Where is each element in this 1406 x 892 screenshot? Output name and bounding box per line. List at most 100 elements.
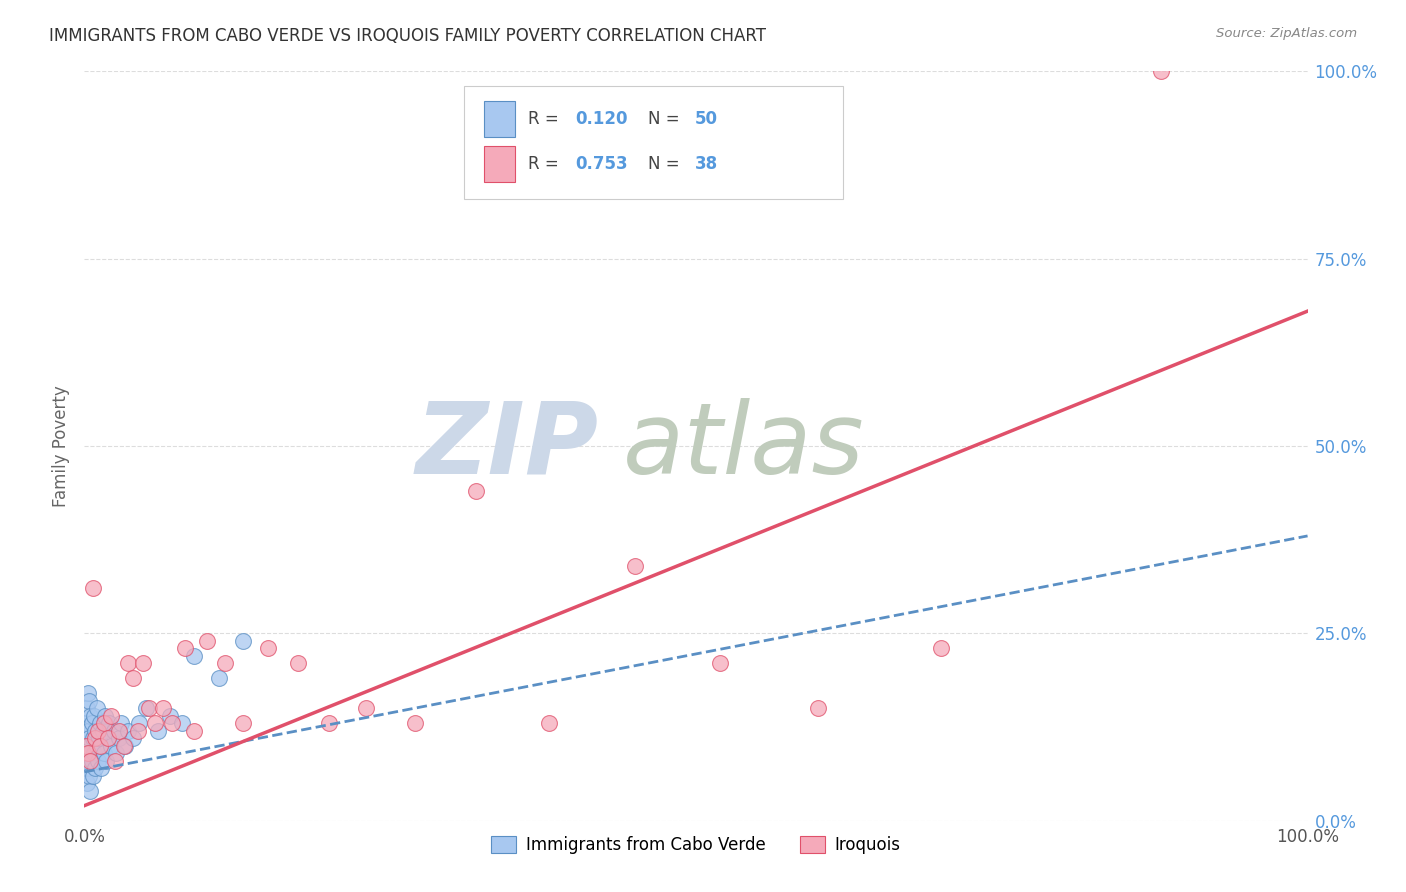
Point bbox=[77, 686, 100, 700]
Point bbox=[87, 723, 110, 738]
Point bbox=[709, 657, 731, 671]
Point bbox=[232, 633, 254, 648]
Point bbox=[152, 701, 174, 715]
Point bbox=[77, 694, 100, 708]
Point bbox=[807, 701, 830, 715]
Point bbox=[146, 723, 169, 738]
Point bbox=[77, 769, 100, 783]
Text: R =: R = bbox=[529, 110, 564, 128]
Point bbox=[103, 723, 125, 738]
Text: Source: ZipAtlas.com: Source: ZipAtlas.com bbox=[1216, 27, 1357, 40]
Point bbox=[127, 723, 149, 738]
Point bbox=[77, 731, 100, 746]
Point bbox=[104, 754, 127, 768]
Point bbox=[107, 731, 129, 746]
Point bbox=[80, 754, 103, 768]
Point bbox=[122, 731, 145, 746]
Point bbox=[77, 723, 100, 738]
Point bbox=[77, 761, 100, 775]
Point bbox=[79, 783, 101, 797]
Text: 50: 50 bbox=[695, 110, 717, 128]
Point bbox=[75, 739, 97, 753]
Point bbox=[624, 558, 647, 573]
Point bbox=[82, 731, 104, 746]
Point bbox=[79, 708, 101, 723]
Point bbox=[173, 641, 195, 656]
Point bbox=[75, 716, 97, 731]
Text: atlas: atlas bbox=[623, 398, 865, 494]
Point bbox=[183, 723, 205, 738]
Point bbox=[287, 657, 309, 671]
Point bbox=[96, 754, 118, 768]
FancyBboxPatch shape bbox=[464, 87, 842, 199]
Point bbox=[77, 746, 100, 760]
Point bbox=[232, 716, 254, 731]
Point bbox=[89, 739, 111, 753]
Text: R =: R = bbox=[529, 154, 564, 172]
Point bbox=[138, 701, 160, 715]
Point bbox=[107, 723, 129, 738]
Point bbox=[464, 483, 486, 498]
Point bbox=[172, 716, 194, 731]
Point bbox=[929, 641, 952, 656]
Point bbox=[114, 739, 136, 753]
Point bbox=[97, 731, 120, 746]
Y-axis label: Family Poverty: Family Poverty bbox=[52, 385, 70, 507]
Point bbox=[162, 716, 184, 731]
FancyBboxPatch shape bbox=[484, 145, 515, 181]
Point bbox=[100, 739, 122, 753]
Point bbox=[76, 776, 98, 790]
Point bbox=[135, 701, 157, 715]
Point bbox=[195, 633, 218, 648]
Point bbox=[143, 716, 166, 731]
Point bbox=[117, 723, 139, 738]
Point bbox=[75, 754, 97, 768]
Point bbox=[97, 716, 120, 731]
Point bbox=[538, 716, 561, 731]
Point bbox=[1150, 64, 1173, 78]
Text: IMMIGRANTS FROM CABO VERDE VS IROQUOIS FAMILY POVERTY CORRELATION CHART: IMMIGRANTS FROM CABO VERDE VS IROQUOIS F… bbox=[49, 27, 766, 45]
Point bbox=[110, 716, 132, 731]
Point bbox=[91, 723, 114, 738]
Point bbox=[82, 769, 104, 783]
Point bbox=[183, 648, 205, 663]
Point bbox=[159, 708, 181, 723]
Point bbox=[93, 746, 115, 760]
Point bbox=[354, 701, 377, 715]
Point bbox=[83, 746, 105, 760]
Legend: Immigrants from Cabo Verde, Iroquois: Immigrants from Cabo Verde, Iroquois bbox=[485, 830, 907, 861]
Text: ZIP: ZIP bbox=[415, 398, 598, 494]
Point bbox=[84, 761, 107, 775]
Point bbox=[90, 761, 112, 775]
Text: 0.120: 0.120 bbox=[575, 110, 627, 128]
Point bbox=[76, 739, 98, 753]
Point bbox=[82, 582, 104, 596]
Point bbox=[214, 657, 236, 671]
Point bbox=[83, 708, 105, 723]
Point bbox=[86, 701, 108, 715]
Point bbox=[105, 746, 128, 760]
Point bbox=[208, 671, 231, 685]
Point bbox=[79, 754, 101, 768]
Point bbox=[84, 731, 107, 746]
Point bbox=[93, 716, 115, 731]
Point bbox=[87, 754, 110, 768]
Text: N =: N = bbox=[648, 154, 685, 172]
Point bbox=[318, 716, 340, 731]
Point bbox=[84, 723, 107, 738]
Point bbox=[80, 716, 103, 731]
Point bbox=[257, 641, 280, 656]
Point bbox=[100, 708, 122, 723]
Point bbox=[86, 739, 108, 753]
Point bbox=[112, 739, 135, 753]
Text: N =: N = bbox=[648, 110, 685, 128]
Point bbox=[117, 657, 139, 671]
Point bbox=[87, 731, 110, 746]
Point bbox=[97, 731, 120, 746]
Point bbox=[79, 746, 101, 760]
Point bbox=[76, 701, 98, 715]
Text: 38: 38 bbox=[695, 154, 718, 172]
Point bbox=[122, 671, 145, 685]
Text: 0.753: 0.753 bbox=[575, 154, 627, 172]
Point bbox=[128, 716, 150, 731]
